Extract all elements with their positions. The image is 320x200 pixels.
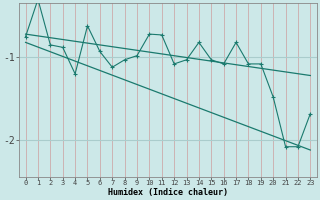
X-axis label: Humidex (Indice chaleur): Humidex (Indice chaleur) (108, 188, 228, 197)
